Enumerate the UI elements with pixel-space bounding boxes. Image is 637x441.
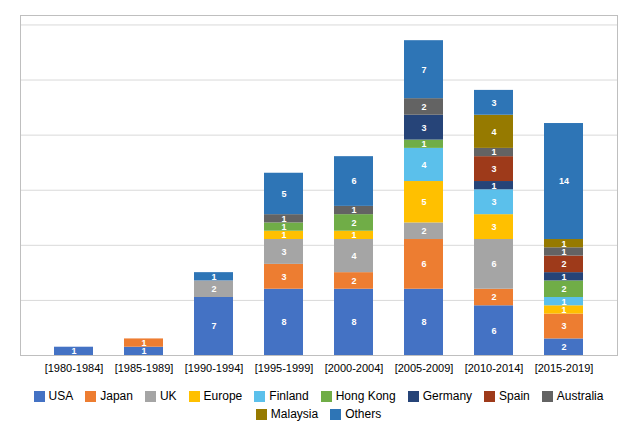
svg-text:1: 1 [491, 147, 496, 157]
svg-text:1: 1 [351, 230, 356, 240]
svg-text:2: 2 [351, 276, 356, 286]
svg-text:[2005-2009]: [2005-2009] [395, 362, 454, 374]
svg-text:[1995-1999]: [1995-1999] [255, 362, 314, 374]
svg-text:8: 8 [351, 317, 356, 327]
html-text:Others: Others [345, 407, 382, 421]
svg-text:3: 3 [491, 197, 496, 207]
svg-text:[2010-2014]: [2010-2014] [465, 362, 524, 374]
html-text:Malaysia: Malaysia [270, 407, 319, 421]
html-text:Spain: Spain [499, 389, 530, 403]
svg-text:1: 1 [141, 346, 147, 357]
svg-text:2: 2 [421, 226, 426, 236]
svg-text:1: 1 [421, 139, 426, 149]
svg-text:14: 14 [559, 176, 569, 186]
svg-text:8: 8 [281, 317, 286, 327]
svg-text:3: 3 [281, 272, 286, 282]
svg-text:[2000-2004]: [2000-2004] [325, 362, 384, 374]
svg-text:3: 3 [491, 222, 496, 232]
svg-text:6: 6 [491, 326, 496, 336]
svg-text:2: 2 [561, 284, 566, 294]
svg-text:1: 1 [351, 205, 356, 215]
html-text:Europe: Europe [203, 389, 243, 403]
html-text:Finland: Finland [269, 389, 309, 403]
html-text:Japan: Japan [100, 389, 133, 403]
svg-text:2: 2 [351, 218, 356, 228]
svg-text:3: 3 [491, 98, 496, 108]
svg-text:[1980-1984]: [1980-1984] [45, 362, 104, 374]
svg-text:2: 2 [421, 102, 426, 112]
svg-text:[2015-2019]: [2015-2019] [535, 362, 594, 374]
svg-text:4: 4 [351, 251, 356, 261]
svg-text:2: 2 [561, 342, 566, 352]
svg-text:1: 1 [561, 239, 566, 249]
svg-text:2: 2 [211, 284, 216, 294]
svg-text:1: 1 [211, 272, 216, 282]
svg-text:3: 3 [561, 321, 566, 331]
svg-text:1: 1 [281, 230, 287, 241]
html-text:Australia: Australia [556, 389, 604, 403]
html-text:UK: UK [159, 389, 177, 403]
svg-text:1: 1 [281, 222, 287, 232]
html-text:USA: USA [48, 389, 74, 403]
svg-text:[1985-1989]: [1985-1989] [115, 362, 174, 374]
svg-text:1: 1 [561, 246, 567, 257]
svg-text:5: 5 [281, 189, 286, 199]
svg-text:6: 6 [351, 176, 356, 186]
html-text:Hong Kong: Hong Kong [335, 389, 396, 403]
svg-text:6: 6 [421, 259, 426, 269]
svg-text:3: 3 [491, 164, 496, 174]
svg-text:1: 1 [281, 214, 286, 224]
svg-text:1: 1 [71, 346, 76, 356]
svg-text:1: 1 [141, 338, 146, 348]
svg-text:7: 7 [211, 321, 216, 331]
svg-text:2: 2 [561, 259, 566, 269]
svg-text:6: 6 [491, 259, 496, 269]
svg-text:3: 3 [281, 247, 286, 257]
svg-text:1: 1 [561, 304, 567, 315]
svg-text:1: 1 [561, 272, 566, 282]
svg-text:1: 1 [561, 297, 566, 307]
svg-text:3: 3 [421, 123, 426, 133]
svg-text:5: 5 [421, 197, 426, 207]
svg-text:2: 2 [491, 292, 496, 302]
html-text:Germany: Germany [422, 389, 473, 403]
svg-text:1: 1 [491, 181, 496, 191]
svg-text:4: 4 [491, 127, 496, 137]
svg-text:8: 8 [421, 317, 426, 327]
svg-text:7: 7 [421, 65, 426, 75]
svg-text:[1990-1994]: [1990-1994] [185, 362, 244, 374]
svg-text:4: 4 [421, 160, 426, 170]
